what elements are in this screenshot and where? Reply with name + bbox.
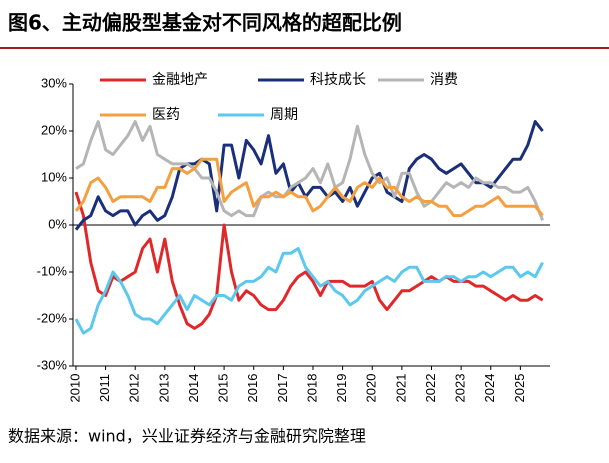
y-tick-label: 0% xyxy=(48,216,67,231)
x-tick-label: 2013 xyxy=(156,374,171,403)
legend-label: 消费 xyxy=(430,72,458,88)
series-line xyxy=(74,157,544,218)
y-tick-label: 30% xyxy=(41,75,67,90)
x-tick-label: 2017 xyxy=(275,374,290,403)
x-tick-label: 2018 xyxy=(304,374,319,403)
x-tick-label: 2025 xyxy=(512,374,527,403)
x-tick-label: 2023 xyxy=(453,374,468,403)
chart-title: 图6、主动偏股型基金对不同风格的超配比例 xyxy=(8,11,402,35)
x-tick-label: 2022 xyxy=(423,374,438,403)
x-tick-label: 2020 xyxy=(364,374,379,403)
legend-label: 医药 xyxy=(152,107,180,123)
y-tick-label: 20% xyxy=(41,122,67,137)
y-tick-label: 10% xyxy=(41,169,67,184)
x-tick-label: 2012 xyxy=(127,374,142,403)
y-tick-label: -10% xyxy=(37,263,68,278)
x-tick-label: 2024 xyxy=(482,374,497,403)
legend-label: 金融地产 xyxy=(152,72,208,88)
y-tick-label: -30% xyxy=(37,357,68,372)
series-line xyxy=(75,120,544,221)
x-tick-label: 2019 xyxy=(334,374,349,403)
x-tick-label: 2010 xyxy=(67,374,82,403)
series-line xyxy=(74,191,544,330)
source-note: 数据来源：wind，兴业证券经济与金融研究院整理 xyxy=(8,427,366,446)
y-tick-label: -20% xyxy=(37,310,68,325)
series-line xyxy=(74,120,544,231)
x-tick-label: 2014 xyxy=(186,374,201,403)
x-tick-label: 2021 xyxy=(393,374,408,403)
x-tick-label: 2011 xyxy=(97,374,112,402)
x-tick-label: 2016 xyxy=(245,374,260,403)
x-tick-label: 2015 xyxy=(216,374,231,403)
legend-label: 科技成长 xyxy=(310,72,366,88)
legend-label: 周期 xyxy=(270,107,298,123)
series-line xyxy=(74,247,544,335)
